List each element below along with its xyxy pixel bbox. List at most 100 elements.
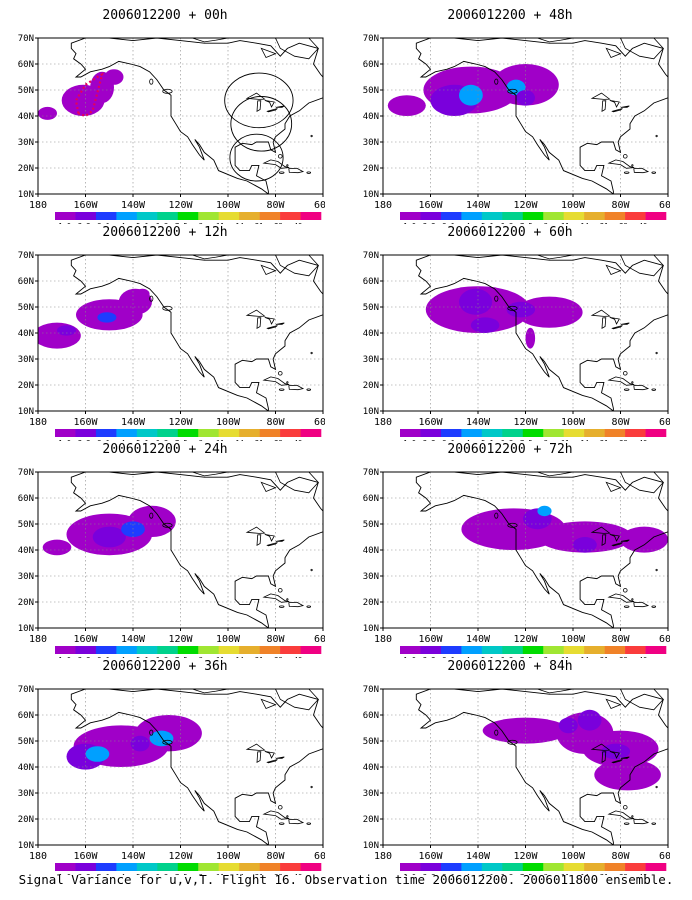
colorbar-swatch <box>481 863 503 871</box>
colorbar-label: 6.3 <box>501 222 514 224</box>
colorbar-label: 9 <box>544 439 548 441</box>
coastline <box>607 593 635 603</box>
colorbar-label: 2.2 <box>78 873 91 875</box>
coastline <box>275 38 319 60</box>
coastline <box>415 689 668 845</box>
coastline <box>620 472 664 494</box>
coastline <box>264 100 275 108</box>
coastline <box>633 167 650 174</box>
coastline <box>288 167 305 174</box>
colorbar-swatch <box>116 212 138 220</box>
colorbar-label: 14 <box>235 222 243 224</box>
colorbar-label: 11 <box>561 439 569 441</box>
panel-title: 2006012200 + 72h <box>447 442 573 457</box>
map-layers <box>38 38 323 194</box>
colorbar-swatch <box>461 863 483 871</box>
colorbar-label: 6.3 <box>156 439 169 441</box>
y-tick-label: 60N <box>18 494 34 504</box>
colorbar-swatch <box>563 429 585 437</box>
colorbar-swatch <box>645 646 667 654</box>
colorbar-label: 9 <box>199 439 203 441</box>
colorbar-label: 4 <box>121 439 125 441</box>
island <box>277 154 283 159</box>
variance-contour <box>459 288 493 315</box>
panel-title: 2006012200 + 36h <box>102 659 228 674</box>
colorbar-swatch <box>563 646 585 654</box>
coastline <box>609 751 620 759</box>
map-panel: 2006012200 + 72h 70N 60N 50N 40N 30N 20N 10N 180… <box>350 442 670 658</box>
coastline <box>275 255 319 277</box>
variance-contour <box>537 521 633 553</box>
colorbar-swatch <box>543 212 564 220</box>
colorbar-swatch <box>461 212 483 220</box>
colorbar-swatch <box>400 212 421 220</box>
coastline <box>262 593 290 603</box>
island <box>310 785 313 789</box>
colorbar-swatch <box>563 863 585 871</box>
colorbar-label: 4 <box>466 439 470 441</box>
y-tick-label: 70N <box>18 251 34 261</box>
colorbar-swatch <box>584 646 605 654</box>
colorbar-swatch <box>584 863 605 871</box>
y-tick-label: 10N <box>363 624 379 634</box>
x-tick-label: 80W <box>266 634 285 645</box>
colorbar-swatch <box>239 429 260 437</box>
colorbar-label: 2.2 <box>78 439 91 441</box>
variance-contour <box>577 709 602 731</box>
x-tick-label: 100W <box>216 417 241 428</box>
x-tick-label: 80W <box>266 200 285 211</box>
coastline <box>607 159 635 169</box>
y-tick-label: 20N <box>18 815 34 825</box>
colorbar-label: 11 <box>216 439 224 441</box>
map-panel: 2006012200 + 12h 70N 60N 50N 40N 30N 20N 10N 180… <box>5 225 325 441</box>
coastline <box>590 92 611 100</box>
colorbar-label: 29 <box>274 222 282 224</box>
colorbar-label: 11 <box>216 873 224 875</box>
colorbar-swatch <box>522 863 544 871</box>
y-tick-label: 70N <box>18 34 34 44</box>
map-panel: 2006012200 + 36h 70N 60N 50N 40N 30N 20N 10N 180… <box>5 659 325 875</box>
y-tick-label: 30N <box>363 572 379 582</box>
colorbar-swatch <box>157 429 179 437</box>
colorbar-label: 5.1 <box>481 873 494 875</box>
colorbar-swatch <box>502 863 524 871</box>
colorbar-swatch <box>645 429 667 437</box>
coastline <box>620 539 630 542</box>
colorbar-swatch <box>543 429 564 437</box>
colorbar-label: 1.6 <box>403 656 416 658</box>
colorbar-label: 14 <box>235 656 243 658</box>
colorbar-swatch <box>280 429 301 437</box>
island <box>286 381 289 384</box>
y-tick-label: 70N <box>363 34 379 44</box>
x-tick-label: 160W <box>418 851 443 862</box>
colorbar-label: 14 <box>235 873 243 875</box>
x-tick-label: 120W <box>168 200 193 211</box>
y-tick-label: 40N <box>18 546 34 556</box>
x-tick-label: 60W <box>659 200 670 211</box>
island <box>306 171 312 174</box>
x-tick-label: 100W <box>216 634 241 645</box>
coastline <box>609 100 620 108</box>
variance-contour <box>135 288 150 300</box>
variance-contour <box>38 322 81 349</box>
colorbar-swatch <box>55 429 76 437</box>
island <box>494 78 499 85</box>
y-tick-label: 20N <box>18 381 34 391</box>
x-tick-label: 180 <box>29 200 47 211</box>
colorbar-swatch <box>259 646 281 654</box>
coastline <box>70 472 323 628</box>
island <box>622 588 628 593</box>
coastline <box>245 92 266 100</box>
island <box>651 171 657 174</box>
colorbar-swatch <box>645 863 667 871</box>
colorbar-swatch <box>625 429 646 437</box>
coastline <box>537 38 574 43</box>
island <box>494 512 499 519</box>
variance-contour <box>104 69 124 85</box>
x-tick-label: 180 <box>374 200 392 211</box>
colorbar-label: 4 <box>466 656 470 658</box>
map-layers <box>383 472 668 628</box>
coastline <box>275 756 285 759</box>
coastline <box>605 264 622 276</box>
